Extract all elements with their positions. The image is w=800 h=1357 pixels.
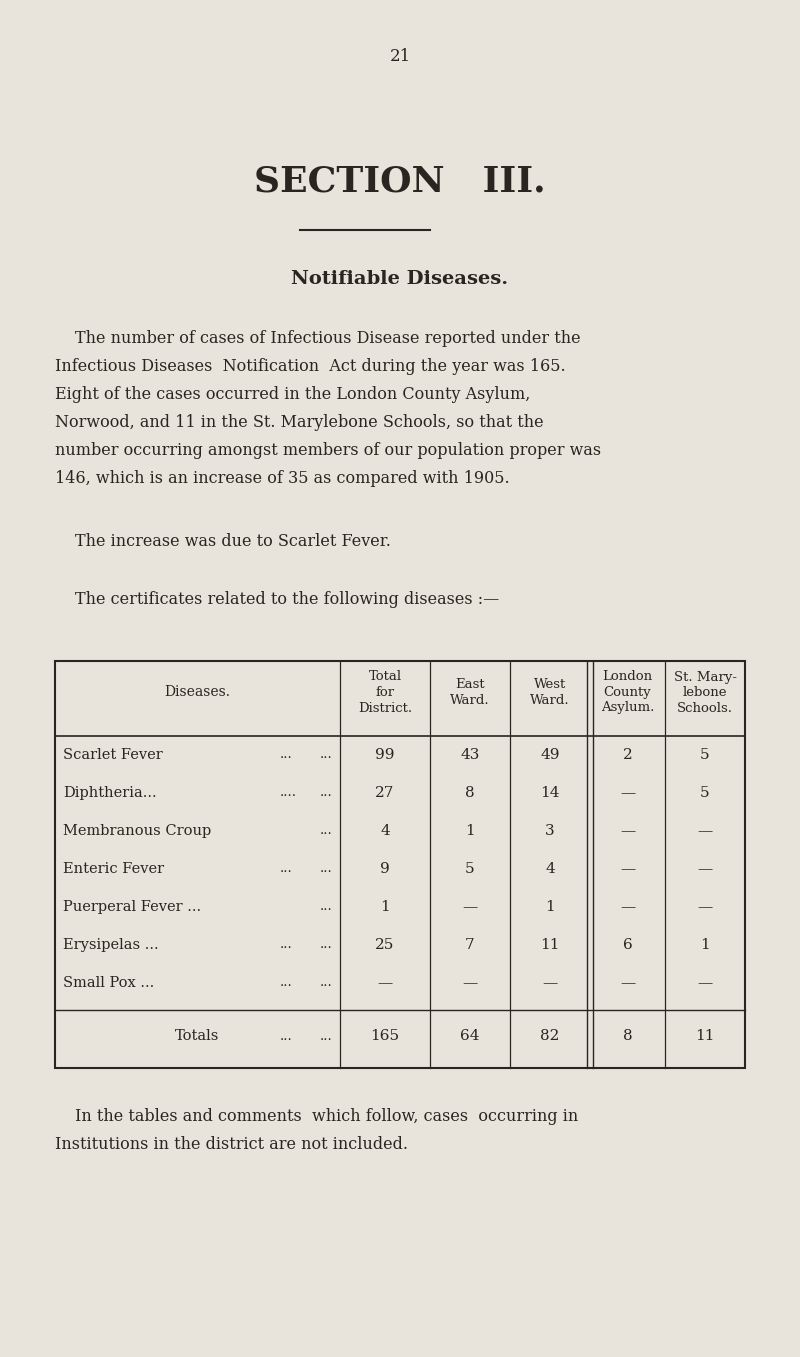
Text: —: —	[620, 786, 635, 801]
Text: 5: 5	[465, 862, 475, 877]
Text: —: —	[698, 900, 713, 915]
Text: Enteric Fever: Enteric Fever	[63, 862, 164, 877]
Text: ...: ...	[320, 863, 333, 875]
Text: East
Ward.: East Ward.	[450, 678, 490, 707]
Text: 1: 1	[545, 900, 555, 915]
Text: 4: 4	[380, 824, 390, 839]
Text: 99: 99	[375, 748, 394, 763]
Text: 9: 9	[380, 862, 390, 877]
Text: Totals: Totals	[175, 1029, 220, 1044]
Text: number occurring amongst members of our population proper was: number occurring amongst members of our …	[55, 442, 601, 459]
Text: 3: 3	[545, 824, 555, 839]
Text: The number of cases of Infectious Disease reported under the: The number of cases of Infectious Diseas…	[75, 330, 581, 347]
Text: —: —	[378, 976, 393, 991]
Text: SECTION   III.: SECTION III.	[254, 166, 546, 199]
Text: —: —	[462, 976, 478, 991]
Text: 1: 1	[380, 900, 390, 915]
Text: ...: ...	[320, 749, 333, 761]
Text: Puerperal Fever ...: Puerperal Fever ...	[63, 900, 201, 915]
Text: Small Pox ...: Small Pox ...	[63, 976, 154, 991]
Text: The increase was due to Scarlet Fever.: The increase was due to Scarlet Fever.	[75, 533, 391, 550]
Bar	[55, 661, 745, 1068]
Text: —: —	[462, 900, 478, 915]
Text: 5: 5	[700, 786, 710, 801]
Text: West
Ward.: West Ward.	[530, 678, 570, 707]
Text: 11: 11	[695, 1029, 714, 1044]
Text: ...: ...	[320, 939, 333, 951]
Text: —: —	[620, 862, 635, 877]
Text: Norwood, and 11 in the St. Marylebone Schools, so that the: Norwood, and 11 in the St. Marylebone Sc…	[55, 414, 544, 432]
Text: ...: ...	[320, 825, 333, 837]
Text: In the tables and comments  which follow, cases  occurring in: In the tables and comments which follow,…	[75, 1109, 578, 1125]
Text: 27: 27	[375, 786, 394, 801]
Text: ...: ...	[280, 939, 293, 951]
Text: 5: 5	[700, 748, 710, 763]
Text: —: —	[698, 824, 713, 839]
Text: —: —	[698, 862, 713, 877]
Text: 1: 1	[700, 938, 710, 953]
Text: 8: 8	[622, 1029, 632, 1044]
Text: 165: 165	[370, 1029, 399, 1044]
Text: ...: ...	[280, 863, 293, 875]
Text: ...: ...	[320, 977, 333, 989]
Text: Infectious Diseases  Notification  Act during the year was 165.: Infectious Diseases Notification Act dur…	[55, 358, 566, 375]
Text: Notifiable Diseases.: Notifiable Diseases.	[291, 270, 509, 288]
Text: —: —	[620, 824, 635, 839]
Text: —: —	[620, 900, 635, 915]
Text: ...: ...	[320, 901, 333, 913]
Text: St. Mary-
lebone
Schools.: St. Mary- lebone Schools.	[674, 670, 737, 715]
Text: 49: 49	[540, 748, 560, 763]
Text: —: —	[698, 976, 713, 991]
Text: ...: ...	[320, 1030, 333, 1042]
Text: Eight of the cases occurred in the London County Asylum,: Eight of the cases occurred in the Londo…	[55, 385, 530, 403]
Text: 4: 4	[545, 862, 555, 877]
Text: Scarlet Fever: Scarlet Fever	[63, 748, 162, 763]
Text: Erysipelas ...: Erysipelas ...	[63, 938, 158, 953]
Text: London
County
Asylum.: London County Asylum.	[601, 670, 654, 715]
Text: 7: 7	[465, 938, 475, 953]
Text: 6: 6	[622, 938, 632, 953]
Text: Diseases.: Diseases.	[165, 685, 230, 699]
Text: ...: ...	[320, 787, 333, 799]
Text: Total
for
District.: Total for District.	[358, 670, 412, 715]
Text: ...: ...	[280, 977, 293, 989]
Text: ....: ....	[280, 787, 297, 799]
Text: 82: 82	[540, 1029, 560, 1044]
Text: Membranous Croup: Membranous Croup	[63, 824, 211, 839]
Text: 8: 8	[465, 786, 475, 801]
Text: 14: 14	[540, 786, 560, 801]
Text: ...: ...	[280, 749, 293, 761]
Text: 25: 25	[375, 938, 394, 953]
Text: —: —	[542, 976, 558, 991]
Text: 2: 2	[622, 748, 632, 763]
Text: 146, which is an increase of 35 as compared with 1905.: 146, which is an increase of 35 as compa…	[55, 470, 510, 487]
Text: 21: 21	[390, 47, 410, 65]
Text: —: —	[620, 976, 635, 991]
Text: 11: 11	[540, 938, 560, 953]
Text: The certificates related to the following diseases :—: The certificates related to the followin…	[75, 592, 499, 608]
Text: Institutions in the district are not included.: Institutions in the district are not inc…	[55, 1136, 408, 1153]
Text: Diphtheria...: Diphtheria...	[63, 786, 157, 801]
Text: 1: 1	[465, 824, 475, 839]
Text: 43: 43	[460, 748, 480, 763]
Text: ...: ...	[280, 1030, 293, 1042]
Text: 64: 64	[460, 1029, 480, 1044]
